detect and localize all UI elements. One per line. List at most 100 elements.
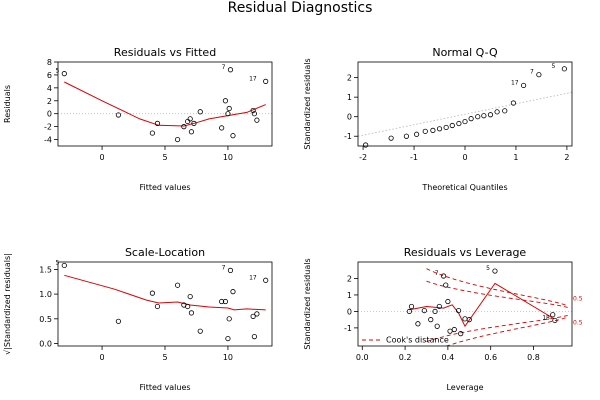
data-point bbox=[188, 310, 195, 316]
cooks-contour-upper bbox=[426, 280, 568, 308]
chart-title: Residuals vs Leverage bbox=[404, 246, 527, 259]
page-title: Residual Diagnostics bbox=[227, 0, 373, 16]
x-tick-label: 1 bbox=[513, 153, 518, 162]
plot-frame bbox=[57, 61, 273, 147]
smooth-line bbox=[64, 274, 266, 311]
data-point bbox=[520, 82, 527, 89]
data-point bbox=[219, 298, 225, 305]
x-tick-label: -2 bbox=[359, 153, 367, 162]
data-point bbox=[494, 109, 500, 115]
data-point bbox=[225, 111, 231, 117]
y-tick-label: 2 bbox=[347, 274, 352, 283]
point-label: 7 bbox=[222, 64, 226, 71]
data-point bbox=[436, 303, 442, 310]
data-point bbox=[510, 100, 517, 106]
x-tick-label: 5 bbox=[162, 153, 167, 162]
chart-title: Normal Q-Q bbox=[432, 46, 498, 59]
x-tick-label: 5 bbox=[162, 353, 167, 362]
data-point bbox=[185, 118, 191, 125]
data-point bbox=[227, 67, 234, 73]
data-point bbox=[61, 262, 67, 269]
x-tick-label: 2 bbox=[564, 153, 569, 162]
data-point bbox=[432, 308, 438, 315]
x-tick-label: 0 bbox=[100, 353, 105, 362]
data-point bbox=[561, 66, 567, 72]
data-point bbox=[187, 293, 193, 300]
x-tick-label: 10 bbox=[223, 353, 233, 362]
x-axis-label: Fitted values bbox=[139, 383, 190, 392]
data-point bbox=[466, 317, 472, 323]
data-point bbox=[149, 130, 156, 136]
data-point bbox=[421, 307, 427, 314]
data-point bbox=[174, 136, 181, 143]
point-label: 17 bbox=[249, 75, 257, 82]
point-label: 7 bbox=[530, 69, 534, 76]
data-point bbox=[441, 273, 447, 279]
smooth-line bbox=[409, 282, 553, 328]
data-point bbox=[502, 108, 508, 114]
x-tick-label: 0.4 bbox=[442, 353, 455, 362]
data-point bbox=[451, 326, 457, 333]
data-point bbox=[263, 78, 269, 84]
data-point bbox=[188, 129, 195, 135]
residuals-vs-fitted-panel: Residuals vs Fitted Fitted values Residual… bbox=[3, 46, 273, 192]
data-point bbox=[436, 126, 443, 132]
data-point bbox=[487, 112, 494, 118]
data-point bbox=[154, 120, 161, 126]
data-point bbox=[226, 105, 232, 112]
data-point bbox=[226, 316, 232, 322]
data-point bbox=[403, 133, 410, 139]
data-point bbox=[174, 282, 181, 288]
y-tick-label: -4 bbox=[44, 136, 52, 145]
chart-title: Scale-Location bbox=[125, 246, 205, 259]
cooks-distance-contours bbox=[426, 268, 568, 346]
y-tick-label: -2 bbox=[44, 123, 52, 132]
plot-frame bbox=[357, 261, 573, 347]
data-point bbox=[187, 116, 193, 122]
legend-label: Cook's distance bbox=[386, 336, 449, 345]
data-point bbox=[445, 298, 451, 305]
data-point bbox=[227, 267, 234, 274]
data-point bbox=[250, 313, 256, 319]
cooks-contour-label: 0.5 bbox=[573, 320, 583, 327]
data-point bbox=[254, 311, 260, 317]
data-point bbox=[462, 118, 468, 125]
x-tick-label: 0 bbox=[462, 153, 467, 162]
y-tick-label: 6 bbox=[47, 71, 52, 80]
data-point bbox=[197, 109, 203, 115]
y-tick-label: 1 bbox=[347, 291, 352, 300]
residuals-vs-leverage-panel: Residuals vs Leverage Leverage Standardize… bbox=[303, 246, 583, 392]
y-tick-label: 4 bbox=[47, 84, 52, 93]
x-axis-label: Leverage bbox=[446, 383, 483, 392]
data-point bbox=[455, 307, 462, 314]
point-label: 5 bbox=[55, 259, 59, 266]
y-axis-label: √|Standardized residuals| bbox=[3, 253, 12, 355]
x-tick-label: 0.2 bbox=[399, 353, 412, 362]
data-point bbox=[492, 268, 498, 274]
legend: Cook's distance bbox=[362, 336, 449, 345]
x-tick-label: 0 bbox=[100, 153, 105, 162]
y-tick-label: 0.0 bbox=[39, 340, 52, 349]
data-point bbox=[185, 303, 191, 310]
data-point bbox=[481, 113, 487, 119]
data-point bbox=[115, 318, 122, 324]
y-axis-label: Standardized residuals bbox=[303, 258, 312, 349]
cooks-contour-lower bbox=[426, 314, 568, 343]
data-point bbox=[415, 321, 421, 327]
data-point bbox=[458, 331, 464, 337]
point-label: 17 bbox=[511, 79, 519, 86]
y-tick-label: 1 bbox=[347, 93, 352, 102]
y-axis-label: Standardized residuals bbox=[303, 58, 312, 149]
y-tick-label: 0 bbox=[347, 113, 352, 122]
data-point bbox=[406, 308, 412, 315]
y-tick-label: 1.5 bbox=[39, 265, 52, 274]
point-label: 5 bbox=[486, 265, 490, 272]
point-label: 5 bbox=[55, 68, 59, 75]
point-label: 7 bbox=[222, 264, 226, 271]
y-tick-label: 0 bbox=[47, 110, 52, 119]
y-tick-label: 1.0 bbox=[39, 290, 52, 299]
data-point bbox=[149, 290, 156, 296]
cooks-contour-label: 0.5 bbox=[573, 296, 583, 303]
qq-reference-line bbox=[358, 91, 572, 137]
data-point bbox=[462, 316, 468, 322]
